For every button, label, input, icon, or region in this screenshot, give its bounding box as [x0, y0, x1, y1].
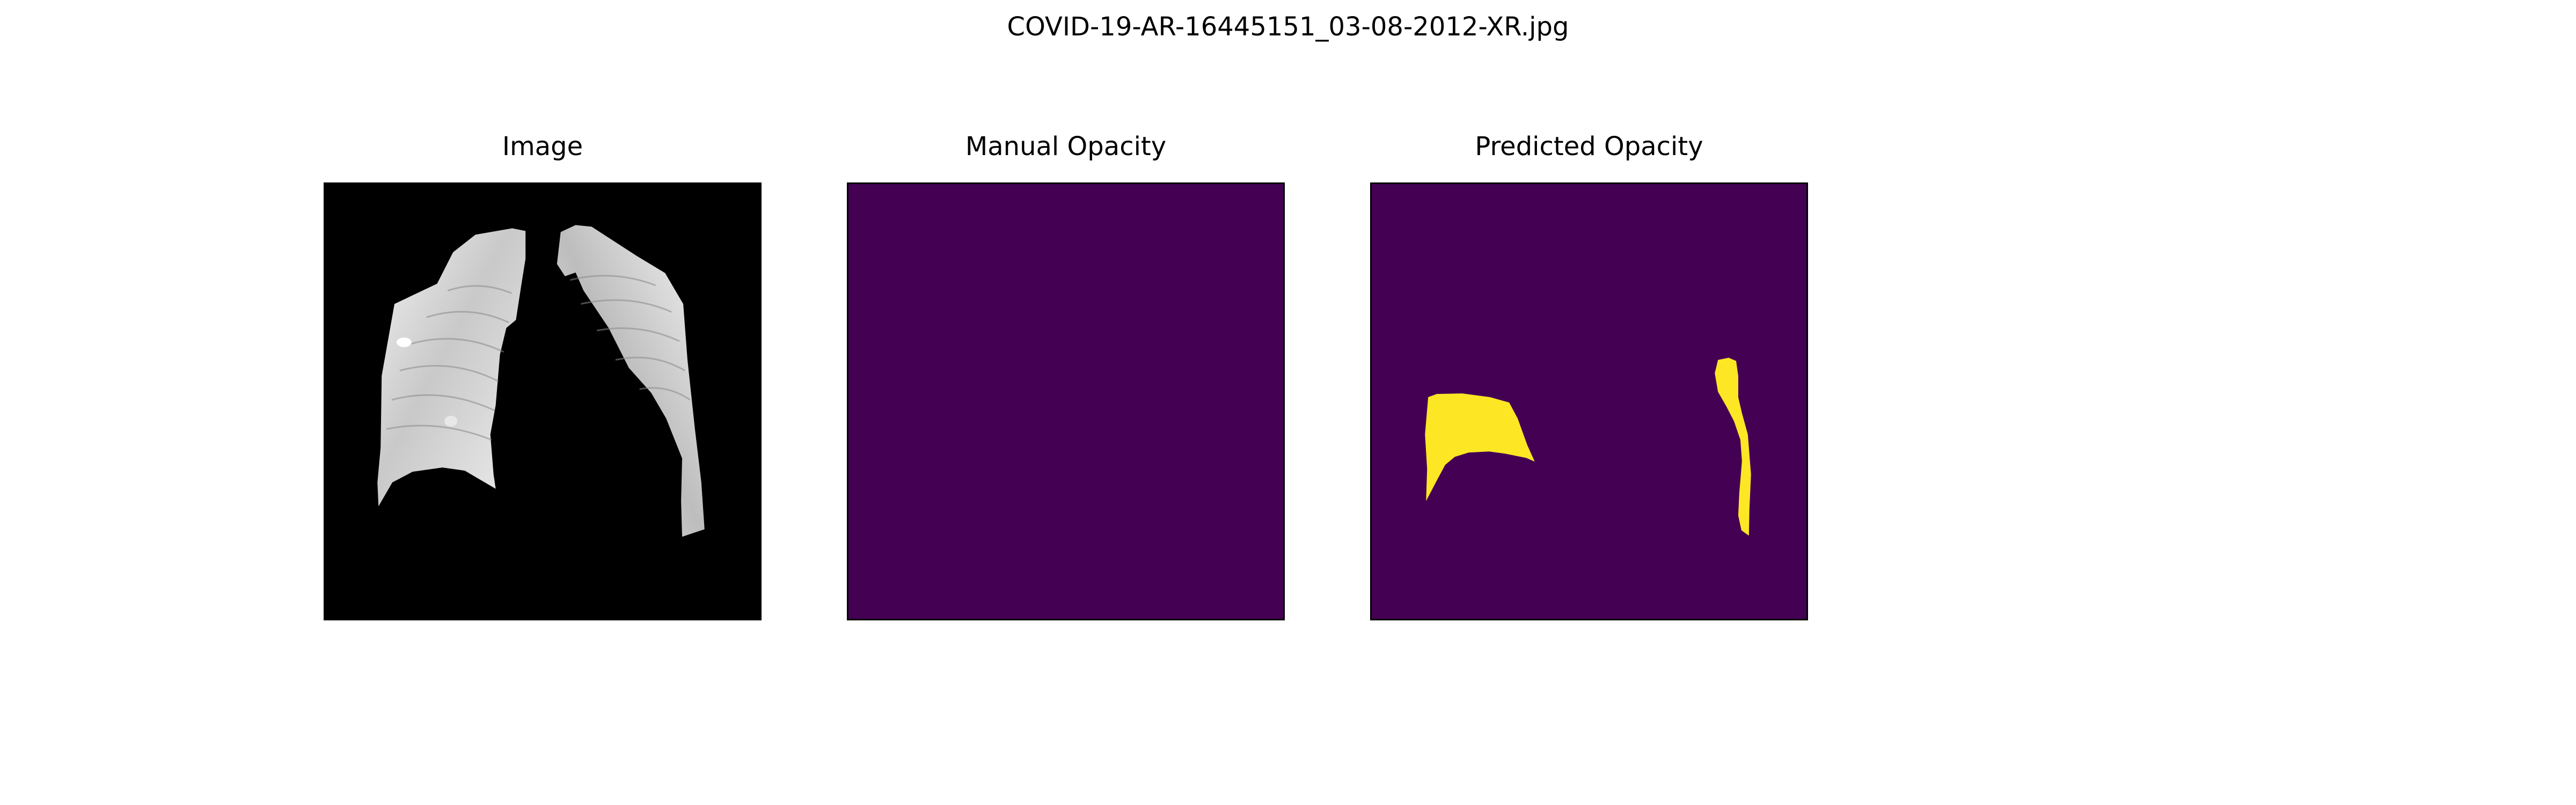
xray-lung-image: [325, 184, 760, 619]
predicted-opacity-mask-frame: [1370, 182, 1808, 620]
left-lung-ribs: [570, 275, 691, 401]
right-lung-ribs: [386, 285, 512, 441]
figure-title: COVID-19-AR-16445151_03-08-2012-XR.jpg: [1007, 12, 1569, 42]
predicted-opacity-region-right-lung: [1425, 393, 1535, 501]
predicted-opacity-panel-title: Predicted Opacity: [1475, 131, 1703, 162]
faint-nodule-marker: [444, 415, 458, 427]
manual-opacity-mask: [848, 184, 1283, 619]
predicted-opacity-mask: [1372, 184, 1806, 619]
predicted-opacity-region-left-lung: [1715, 357, 1751, 536]
manual-opacity-panel-title: Manual Opacity: [965, 131, 1167, 162]
manual-mask-background: [848, 184, 1283, 619]
xray-image-frame: [324, 182, 762, 620]
left-lung-region: [557, 225, 705, 537]
bright-nodule-marker: [397, 337, 412, 347]
manual-opacity-mask-frame: [847, 182, 1285, 620]
image-panel-title: Image: [502, 131, 583, 162]
